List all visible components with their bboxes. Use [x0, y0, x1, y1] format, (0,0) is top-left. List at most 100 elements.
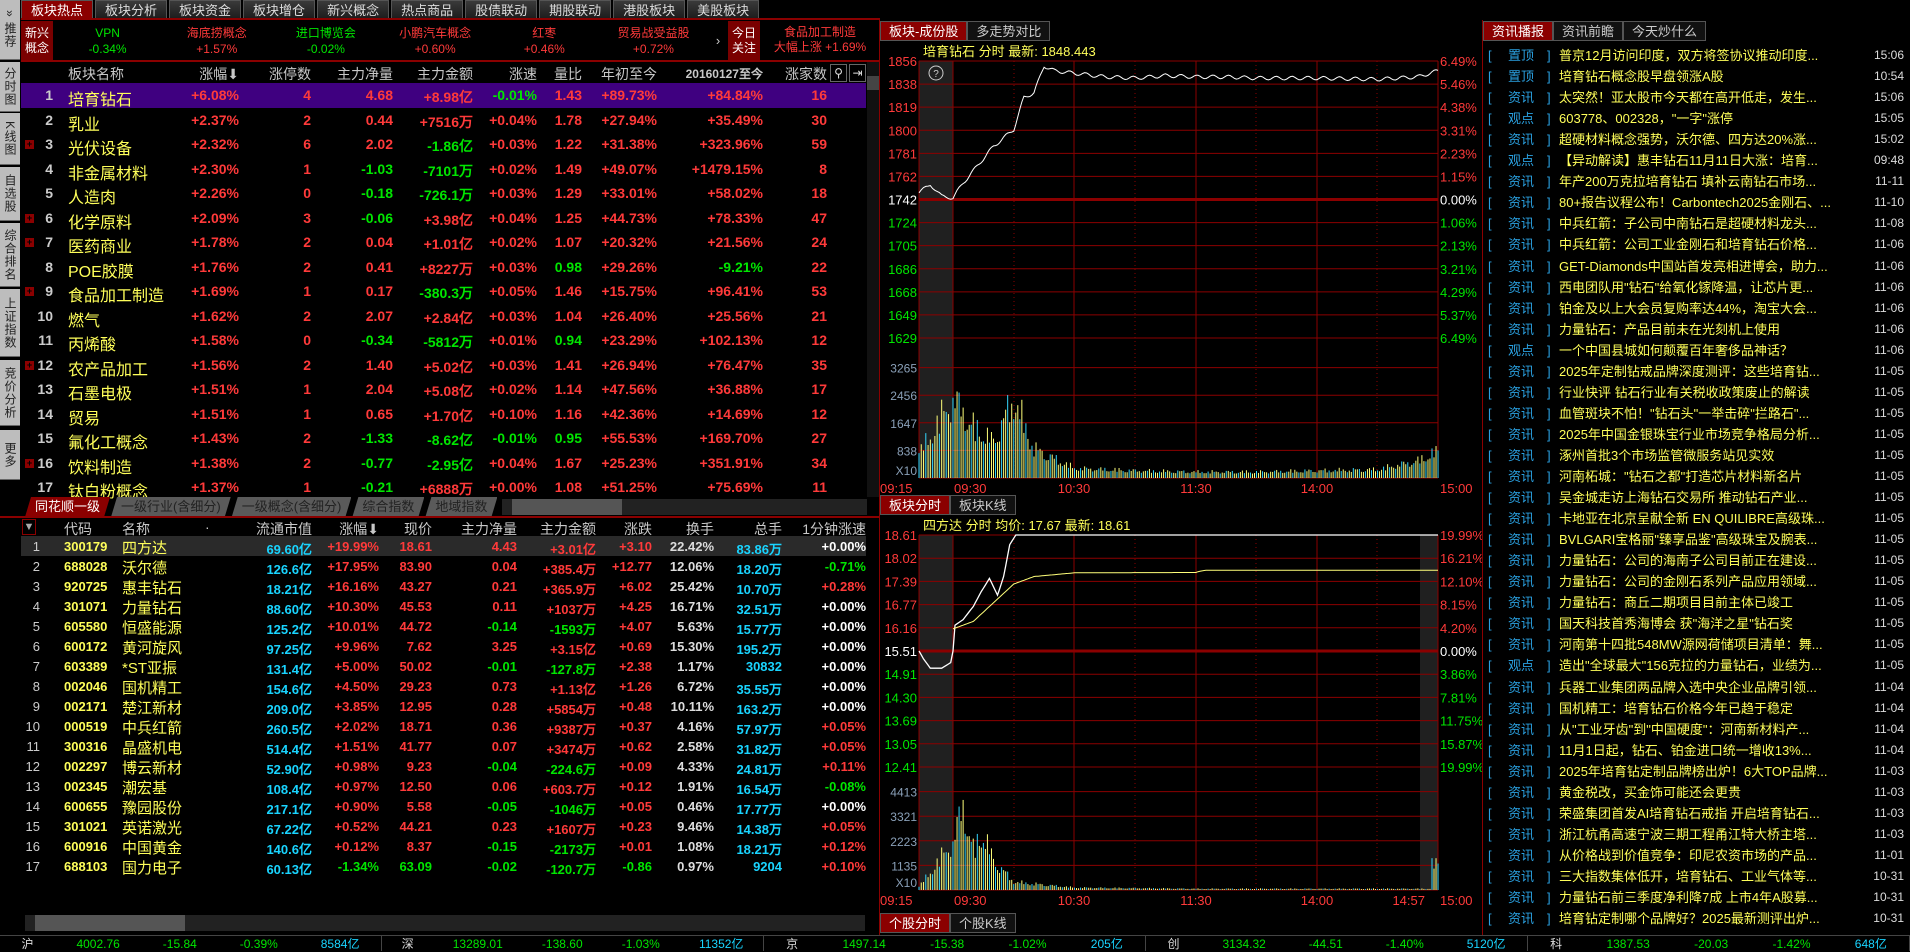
- news-item[interactable]: [资讯] 浙江杭甬高速宁波三期工程甬江特大桥主塔... 11-03: [1483, 824, 1910, 845]
- sector-col-header[interactable]: 年初至今: [601, 66, 657, 82]
- news-item[interactable]: [资讯] 力量钻石：公司的海南子公司目前正在建设... 11-05: [1483, 550, 1910, 571]
- news-title[interactable]: 从"工业牙齿"到"中国硬度"：河南新材料产...: [1559, 721, 1810, 737]
- news-item[interactable]: [置顶] 培育钻石概念股早盘领涨A股 10:54: [1483, 66, 1910, 87]
- news-title[interactable]: 血管斑块不怕！"钻石头"一举击碎"拦路石"...: [1559, 405, 1810, 421]
- news-item[interactable]: [资讯] 力量钻石：产品目前未在光刻机上使用 11-06: [1483, 319, 1910, 340]
- news-title[interactable]: 三大指数集体低开，培育钻石、工业气体等...: [1559, 868, 1817, 884]
- stock-row[interactable]: 10 000519 中兵红箭 260.5亿 +2.02% 18.71 0.36 +9387万 +…: [21, 716, 866, 737]
- sector-row[interactable]: 15 氟化工概念 +1.43% 2 -1.33 -8.62亿 -0.01% 0.95 +55.5…: [21, 426, 866, 452]
- stock-row[interactable]: 2 688028 沃尔德 126.6亿 +17.95% 83.90 0.04 +385.4万 +…: [21, 556, 866, 577]
- stock-row[interactable]: 9 002171 楚江新材 209.0亿 +3.85% 12.95 0.28 +5854万 +0…: [21, 696, 866, 717]
- sector-row[interactable]: +3 光伏设备 +2.32% 6 2.02 -1.86亿 +0.03% 1.22 +31.38%…: [21, 132, 866, 158]
- news-item[interactable]: [资讯] 行业快评 钻石行业有关税收政策废止的解读 11-05: [1483, 382, 1910, 403]
- news-item[interactable]: [资讯] 力量钻石：公司的金刚石系列产品应用领域... 11-05: [1483, 571, 1910, 592]
- sector-row[interactable]: +7 医药商业 +1.78% 2 0.04 +1.01亿 +0.02% 1.07 +20.32%…: [21, 230, 866, 256]
- news-item[interactable]: [资讯] 黄金税改，买金饰可能还会更贵 11-03: [1483, 782, 1910, 803]
- sidebar-tab-4[interactable]: 综合排名: [0, 223, 20, 287]
- expand-icon[interactable]: +: [25, 139, 34, 149]
- news-item[interactable]: [资讯] 河南柘城："钻石之都"打造芯片材料新名片 11-05: [1483, 466, 1910, 487]
- news-item[interactable]: [资讯] 2025年培育钻定制品牌榜出炉！6大TOP品牌... 11-03: [1483, 761, 1910, 782]
- expand-icon[interactable]: +: [25, 237, 34, 247]
- stock-row[interactable]: 8 002046 国机精工 154.6亿 +4.50% 29.23 0.73 +1.13亿 +1…: [21, 676, 866, 697]
- news-title[interactable]: 超硬材料概念强势，沃尔德、四方达20%涨...: [1559, 132, 1817, 148]
- news-item[interactable]: [资讯] 培育钻定制哪个品牌好？2025最新测评出炉... 10-31: [1483, 908, 1910, 929]
- stock-row[interactable]: 1 300179 四方达 69.60亿 +19.99% 18.61 4.43 +3.01亿 +3…: [21, 536, 866, 557]
- stock-col-header[interactable]: 1分钟涨速: [802, 521, 866, 537]
- expand-icon[interactable]: +: [25, 286, 34, 296]
- top-tab-0[interactable]: 板块热点: [21, 0, 94, 18]
- news-title[interactable]: 力量钻石：公司的海南子公司目前正在建设...: [1559, 553, 1817, 569]
- news-title[interactable]: 中兵红箭：子公司中南钻石是超硬材料龙头...: [1559, 216, 1817, 232]
- news-item[interactable]: [资讯] 西电团队用"钻石"给氧化镓降温，让芯片更... 11-06: [1483, 277, 1910, 298]
- ticker-next-button[interactable]: ›: [715, 33, 721, 48]
- group-tab-1[interactable]: 一级行业(含细分): [111, 497, 231, 517]
- news-title[interactable]: 兵器工业集团两品牌入选中央企业品牌引领...: [1559, 679, 1817, 695]
- filter-icon[interactable]: ▼: [22, 519, 36, 535]
- sector-col-header[interactable]: 量比: [554, 66, 582, 82]
- news-title[interactable]: GET-Diamonds中国站首发亮相进博会，助力...: [1559, 258, 1828, 274]
- stock-row[interactable]: 7 603389 *ST亚振 131.4亿 +5.00% 50.02 -0.01 -127.8…: [21, 656, 866, 677]
- news-item[interactable]: [资讯] 从"工业牙齿"到"中国硬度"：河南新材料产... 11-04: [1483, 719, 1910, 740]
- stock-row[interactable]: 4 301071 力量钻石 88.60亿 +10.30% 45.53 0.11 +1037万 +…: [21, 596, 866, 617]
- help-icon[interactable]: [928, 65, 944, 81]
- stock-col-header[interactable]: 涨幅⬇: [339, 521, 379, 537]
- news-item[interactable]: [置顶] 普京12月访问印度，双方将签协议推动印度... 15:06: [1483, 45, 1910, 66]
- stock-col-header[interactable]: 主力净量: [461, 521, 517, 537]
- index-quote[interactable]: 深 13289.01 -138.60 -1.03% 11352亿: [382, 936, 764, 951]
- news-item[interactable]: [资讯] 中兵红箭：公司工业金刚石和培育钻石价格... 11-06: [1483, 234, 1910, 255]
- news-title[interactable]: 太突然！亚太股市今天都在高开低走，发生...: [1559, 90, 1817, 106]
- news-item[interactable]: [资讯] 力量钻石前三季度净利降7成 上市4年A股募... 10-31: [1483, 887, 1910, 908]
- news-item[interactable]: [资讯] 11月1日起，钻石、铂金进口统一增收13%... 11-04: [1483, 740, 1910, 761]
- news-title[interactable]: 国天科技首秀海博会 获"海洋之星"钻石奖: [1559, 616, 1793, 632]
- news-title[interactable]: 2025年定制钻戒品牌深度测评：这些培育钻...: [1559, 363, 1820, 379]
- sector-row[interactable]: 10 燃气 +1.62% 2 2.07 +2.84亿 +0.03% 1.04 +26.40% +2…: [21, 304, 866, 330]
- today-focus-item[interactable]: 食品加工制造 大幅上涨 +1.69%: [760, 21, 880, 60]
- top-tab-2[interactable]: 板块资金: [169, 0, 242, 18]
- news-item[interactable]: [观点] 603778、002328，"一字"涨停 15:05: [1483, 108, 1910, 129]
- news-title[interactable]: 行业快评 钻石行业有关税收政策废止的解读: [1559, 384, 1810, 400]
- stock-col-header[interactable]: 名称: [122, 521, 150, 537]
- news-title[interactable]: 2025年中国金银珠宝行业市场竞争格局分析...: [1559, 426, 1820, 442]
- stock-col-header[interactable]: 流通市值: [256, 521, 312, 537]
- stock-row[interactable]: 3 920725 惠丰钻石 18.21亿 +16.16% 43.27 0.21 +365.9万…: [21, 576, 866, 597]
- index-quote[interactable]: 沪 4002.76 -15.84 -0.39% 8584亿: [0, 936, 382, 951]
- tab-stock-intraday[interactable]: 个股分时: [880, 913, 951, 933]
- news-title[interactable]: BVLGARI宝格丽"臻享品鉴"高级珠宝及腕表...: [1559, 532, 1818, 548]
- news-item[interactable]: [资讯] 从价格战到价值竞争：印尼农资市场的产品... 11-01: [1483, 845, 1910, 866]
- stock-row[interactable]: 16 600916 中国黄金 140.6亿 +0.12% 8.37 -0.15 -2173万 +…: [21, 836, 866, 857]
- news-item[interactable]: [资讯] 80+报告议程公布！Carbontech2025金刚石、... 11-10: [1483, 192, 1910, 213]
- news-item[interactable]: [资讯] 吴金城走访上海钻石交易所 推动钻石产业... 11-05: [1483, 487, 1910, 508]
- tab-multi-trend-compare[interactable]: 多走势对比: [967, 21, 1051, 41]
- news-item[interactable]: [资讯] 力量钻石：商丘二期项目目前主体已竣工 11-05: [1483, 592, 1910, 613]
- sector-row[interactable]: 14 贸易 +1.51% 1 0.65 +1.70亿 +0.10% 1.16 +42.36% +1…: [21, 402, 866, 428]
- sector-row[interactable]: 11 丙烯酸 +1.58% 0 -0.34 -5812万 +0.01% 0.94 +23.29%…: [21, 328, 866, 354]
- stock-row[interactable]: 15 301021 英诺激光 67.22亿 +0.52% 44.21 0.23 +1607万 +…: [21, 816, 866, 837]
- tab-news-broadcast[interactable]: 资讯播报: [1483, 21, 1554, 41]
- ticker-item[interactable]: 贸易战受益股 +0.72%: [599, 21, 708, 60]
- news-item[interactable]: [资讯] 卡地亚在北京呈献全新 EN QUILIBRE高级珠... 11-05: [1483, 508, 1910, 529]
- sector-table-scrollbar[interactable]: [867, 62, 879, 497]
- top-tab-5[interactable]: 热点商品: [391, 0, 464, 18]
- group-tab-2[interactable]: 一级概念(含细分): [232, 497, 352, 517]
- sector-row[interactable]: +6 化学原料 +2.09% 3 -0.06 +3.98亿 +0.04% 1.25 +44.73…: [21, 206, 866, 232]
- news-title[interactable]: 涿州首批3个市场监管微服务站见实效: [1559, 447, 1775, 463]
- stock-col-header[interactable]: 总手: [754, 521, 782, 537]
- stock-intraday-chart[interactable]: 四方达 分时 均价: 17.67 最新: 18.61 18.61 19.99% 18.…: [880, 516, 1482, 913]
- group-tab-scrollbar[interactable]: [502, 499, 867, 515]
- index-quote[interactable]: 创 3134.32 -44.51 -1.40% 5120亿: [1146, 936, 1528, 951]
- news-title[interactable]: 中兵红箭：公司工业金刚石和培育钻石价格...: [1559, 237, 1817, 253]
- sector-col-header[interactable]: 涨速: [509, 66, 537, 82]
- news-item[interactable]: [资讯] 铂金及以上大会员复购率达44%，淘宝大会... 11-06: [1483, 298, 1910, 319]
- ticker-item[interactable]: 红枣 +0.46%: [490, 21, 599, 60]
- news-title[interactable]: 培育钻定制哪个品牌好？2025最新测评出炉...: [1559, 911, 1820, 927]
- stock-row[interactable]: 13 002345 潮宏基 108.4亿 +0.97% 12.50 0.06 +603.7万 +…: [21, 776, 866, 797]
- news-item[interactable]: [资讯] 国机精工：培育钻石价格今年已趋于稳定 11-04: [1483, 698, 1910, 719]
- news-item[interactable]: [资讯] 血管斑块不怕！"钻石头"一举击碎"拦路石"... 11-05: [1483, 403, 1910, 424]
- tab-stock-kline[interactable]: 个股K线: [950, 913, 1016, 933]
- stock-col-header[interactable]: 代码: [64, 521, 92, 537]
- news-item[interactable]: [观点] 一个中国县城如何颠覆百年奢侈品神话？ 11-06: [1483, 340, 1910, 361]
- news-item[interactable]: [资讯] 荣盛集团首发AI培育钻石戒指 开启培育钻石... 11-03: [1483, 803, 1910, 824]
- index-quote[interactable]: 科 1387.53 -20.03 -1.42% 648亿: [1528, 936, 1910, 951]
- stock-row[interactable]: 17 688103 国力电子 60.13亿 -1.34% 63.09 -0.02 -120.7…: [21, 856, 866, 877]
- group-tab-3[interactable]: 综合指数: [352, 497, 424, 517]
